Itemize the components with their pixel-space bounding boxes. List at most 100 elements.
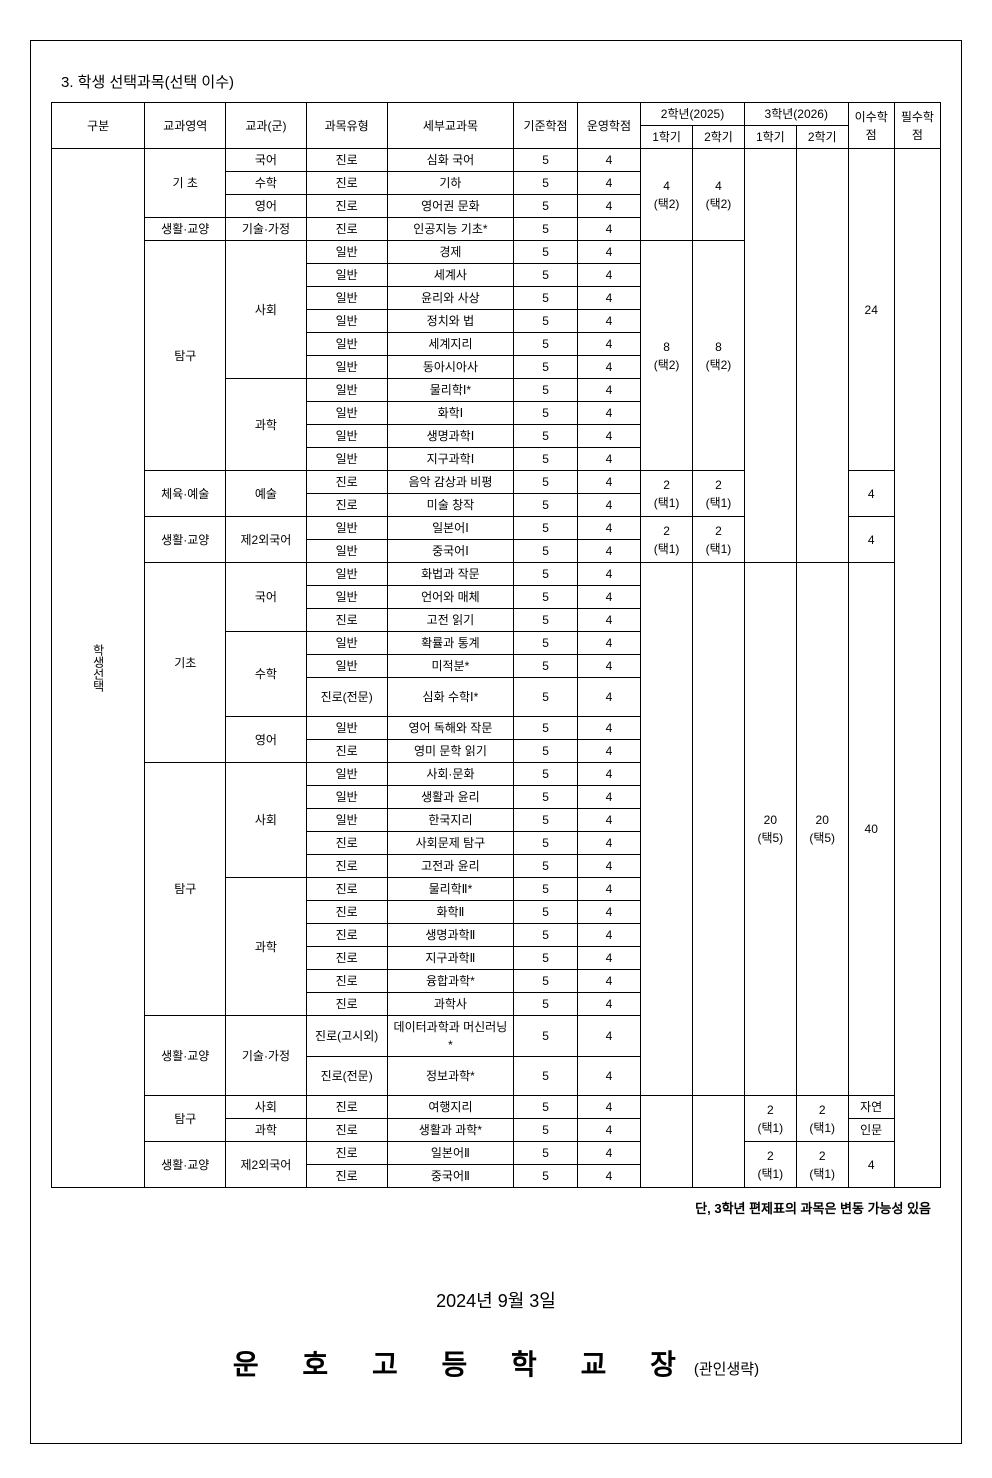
bc-cell: 5 xyxy=(514,1096,577,1119)
y3s1-cell: 20 (택5) xyxy=(744,563,796,1096)
y2s2-cell xyxy=(693,1096,745,1188)
header-op-credit: 운영학점 xyxy=(577,103,640,149)
subj-cell: 정보과학* xyxy=(387,1057,514,1096)
header-year3: 3학년(2026) xyxy=(744,103,848,126)
subj-cell: 사회문제 탐구 xyxy=(387,832,514,855)
gun-cell: 기술·가정 xyxy=(226,218,307,241)
bc-cell: 5 xyxy=(514,1119,577,1142)
subj-cell: 지구과학Ⅰ xyxy=(387,448,514,471)
subj-cell: 중국어Ⅰ xyxy=(387,540,514,563)
oc-cell: 4 xyxy=(577,241,640,264)
note: (택5) xyxy=(757,831,783,845)
subj-cell: 음악 감상과 비평 xyxy=(387,471,514,494)
subj-cell: 미술 창작 xyxy=(387,494,514,517)
subj-cell: 세계사 xyxy=(387,264,514,287)
subj-cell: 동아시아사 xyxy=(387,356,514,379)
type-cell: 일반 xyxy=(306,632,387,655)
type-cell: 일반 xyxy=(306,287,387,310)
bc-cell: 5 xyxy=(514,149,577,172)
bc-cell: 5 xyxy=(514,448,577,471)
value: 2 xyxy=(819,1103,826,1117)
area-cell: 기초 xyxy=(145,563,226,763)
area-cell: 기 초 xyxy=(145,149,226,218)
bc-cell: 5 xyxy=(514,740,577,763)
type-cell: 일반 xyxy=(306,563,387,586)
type-cell: 일반 xyxy=(306,402,387,425)
table-row: 생활·교양 제2외국어 진로일본어Ⅱ54 2(택1) 2(택1) 4 xyxy=(52,1142,941,1165)
subj-cell: 기하 xyxy=(387,172,514,195)
y2s2-cell xyxy=(693,563,745,1096)
y2s1-cell: 8 (택2) xyxy=(641,241,693,471)
area-cell: 생활·교양 xyxy=(145,218,226,241)
oc-cell: 4 xyxy=(577,740,640,763)
bc-cell: 5 xyxy=(514,1142,577,1165)
header-y3s1: 1학기 xyxy=(744,126,796,149)
type-cell: 진로 xyxy=(306,494,387,517)
bc-cell: 5 xyxy=(514,494,577,517)
type-cell: 진로 xyxy=(306,172,387,195)
oc-cell: 4 xyxy=(577,947,640,970)
oc-cell: 4 xyxy=(577,471,640,494)
bc-cell: 5 xyxy=(514,678,577,717)
subj-cell: 고전과 윤리 xyxy=(387,855,514,878)
subj-cell: 생활과 과학* xyxy=(387,1119,514,1142)
type-cell: 일반 xyxy=(306,379,387,402)
type-cell: 진로 xyxy=(306,149,387,172)
type-cell: 일반 xyxy=(306,310,387,333)
subj-cell: 중국어Ⅱ xyxy=(387,1165,514,1188)
isu-cell: 자연 xyxy=(848,1096,894,1119)
area-cell: 탐구 xyxy=(145,763,226,1016)
gun-cell: 사회 xyxy=(226,763,307,878)
oc-cell: 4 xyxy=(577,264,640,287)
oc-cell: 4 xyxy=(577,878,640,901)
note: (택1) xyxy=(809,1167,835,1181)
oc-cell: 4 xyxy=(577,540,640,563)
oc-cell: 4 xyxy=(577,786,640,809)
area-cell: 생활·교양 xyxy=(145,1142,226,1188)
gun-cell: 수학 xyxy=(226,172,307,195)
type-cell: 일반 xyxy=(306,786,387,809)
value: 2 xyxy=(819,1149,826,1163)
oc-cell: 4 xyxy=(577,379,640,402)
value: 2 xyxy=(767,1103,774,1117)
type-cell: 일반 xyxy=(306,763,387,786)
type-cell: 진로 xyxy=(306,195,387,218)
oc-cell: 4 xyxy=(577,678,640,717)
bc-cell: 5 xyxy=(514,586,577,609)
value: 20 xyxy=(764,813,777,827)
y3s1-cell xyxy=(744,149,796,563)
bc-cell: 5 xyxy=(514,241,577,264)
oc-cell: 4 xyxy=(577,310,640,333)
oc-cell: 4 xyxy=(577,287,640,310)
bc-cell: 5 xyxy=(514,1016,577,1057)
bc-cell: 5 xyxy=(514,855,577,878)
y3s2-cell xyxy=(796,149,848,563)
gun-cell: 영어 xyxy=(226,717,307,763)
oc-cell: 4 xyxy=(577,563,640,586)
req-cell xyxy=(894,149,940,1188)
page-container: 3. 학생 선택과목(선택 이수) 구분 교과영역 교과(군) 과목유형 세부교… xyxy=(30,40,962,1444)
oc-cell: 4 xyxy=(577,494,640,517)
footnote: 단, 3학년 편제표의 과목은 변동 가능성 있음 xyxy=(51,1198,941,1217)
gun-cell: 제2외국어 xyxy=(226,1142,307,1188)
subj-cell: 일본어Ⅰ xyxy=(387,517,514,540)
oc-cell: 4 xyxy=(577,586,640,609)
school-name: 운 호 고 등 학 교 장 xyxy=(233,1349,694,1380)
type-cell: 일반 xyxy=(306,655,387,678)
oc-cell: 4 xyxy=(577,1096,640,1119)
bc-cell: 5 xyxy=(514,1165,577,1188)
note: (택1) xyxy=(706,542,732,556)
subj-cell: 생명과학Ⅱ xyxy=(387,924,514,947)
y2s1-cell: 2(택1) xyxy=(641,471,693,517)
type-cell: 일반 xyxy=(306,264,387,287)
oc-cell: 4 xyxy=(577,172,640,195)
oc-cell: 4 xyxy=(577,924,640,947)
oc-cell: 4 xyxy=(577,655,640,678)
y2s2-cell: 2(택1) xyxy=(693,517,745,563)
bc-cell: 5 xyxy=(514,832,577,855)
gun-cell: 사회 xyxy=(226,241,307,379)
oc-cell: 4 xyxy=(577,425,640,448)
gun-cell: 국어 xyxy=(226,149,307,172)
subj-cell: 경제 xyxy=(387,241,514,264)
subj-cell: 물리학Ⅱ* xyxy=(387,878,514,901)
